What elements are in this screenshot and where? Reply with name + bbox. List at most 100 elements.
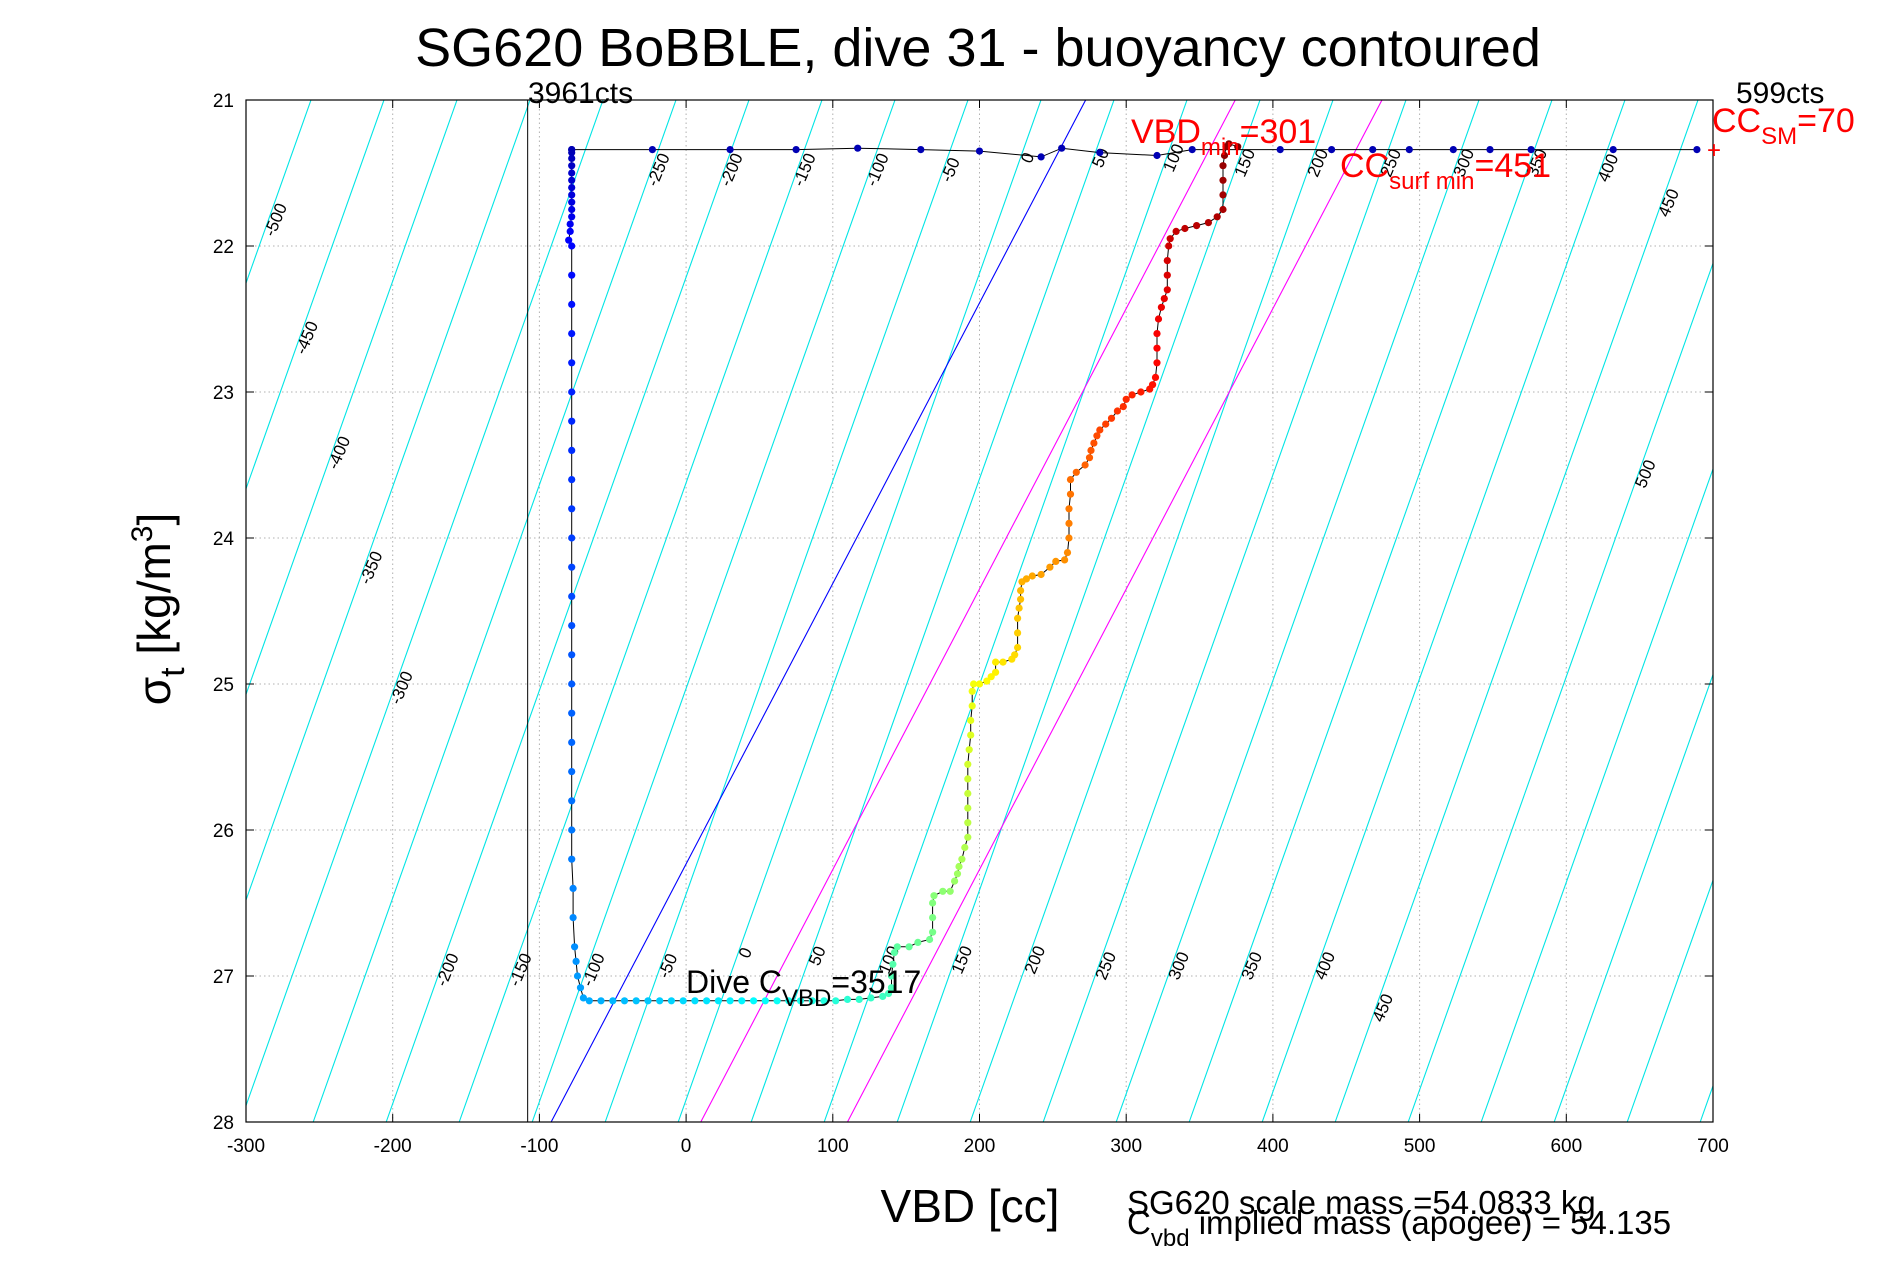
scale-mass-footer: SG620 scale mass =54.0833 kg: [1127, 1184, 1596, 1221]
dive-data-point: [1061, 556, 1069, 564]
y-tick-label: 25: [213, 675, 234, 696]
dive-data-point: [568, 359, 576, 367]
surface-data-point: [975, 147, 984, 155]
dive-data-point: [568, 738, 576, 747]
x-tick-label: 0: [681, 1136, 692, 1157]
dive-data-point: [691, 997, 699, 1005]
surface-data-point: [1096, 149, 1104, 157]
buoyancy-contour-line: [246, 100, 604, 1108]
surface-data-point: [648, 146, 657, 154]
dive-data-point: [1153, 330, 1161, 338]
dive-data-point: [656, 997, 664, 1005]
dive-data-point: [568, 768, 576, 776]
dive-data-point: [1096, 426, 1104, 434]
dive-data-point: [568, 176, 576, 184]
dive-data-point: [967, 731, 975, 739]
buoyancy-contour-line: [969, 100, 1334, 1122]
dive-data-point: [832, 997, 840, 1005]
dive-data-point: [1219, 191, 1227, 199]
dive-data-point: [1122, 395, 1130, 403]
dive-data-point: [820, 997, 828, 1005]
dive-data-point: [568, 184, 576, 192]
dive-data-point: [939, 887, 947, 895]
data-points: [565, 140, 1701, 1005]
dive-data-point: [579, 994, 588, 1002]
dive-data-point: [968, 702, 976, 710]
dive-data-point: [987, 673, 995, 681]
buoyancy-contour-line: [1480, 467, 1713, 1122]
dive-data-point: [967, 716, 975, 725]
dive-data-point: [1072, 468, 1080, 476]
buoyancy-contour-line: [0, 100, 238, 1122]
axis-ticks: -300 -200 -100 0 100 200 300 400 500 600 700 21 22 23…: [213, 91, 1729, 1157]
dive-data-point: [893, 943, 901, 951]
dive-data-point: [1157, 303, 1165, 311]
dive-data-point: [571, 943, 579, 951]
buoyancy-contour-line: [823, 100, 1188, 1122]
dive-data-point: [576, 984, 585, 992]
dive-data-point: [890, 949, 899, 957]
dive-data-point: [568, 826, 576, 834]
dive-data-point: [992, 668, 1000, 676]
dive-data-point: [1066, 490, 1075, 498]
dive-data-point: [738, 997, 746, 1005]
y-tick-label: 22: [213, 237, 234, 258]
buoyancy-contour-line: [1261, 100, 1626, 1122]
chart-title: SG620 BoBBLE, dive 31 - buoyancy contour…: [415, 18, 1541, 78]
dive-data-point: [808, 997, 816, 1005]
buoyancy-contour-line: [385, 100, 750, 1122]
dive-data-point: [1066, 476, 1075, 484]
cc-surf-min-annotation: CCsurf min=451: [1340, 147, 1551, 195]
dive-data-point: [1081, 461, 1089, 469]
buoyancy-contour-line: [1188, 100, 1553, 1122]
dive-data-point: [999, 658, 1007, 666]
dive-data-point: [568, 680, 576, 688]
dive-data-point: [1028, 572, 1036, 580]
dive-data-point: [1166, 235, 1174, 243]
dive-data-point: [761, 997, 769, 1005]
dive-data-point: [843, 995, 852, 1004]
dive-data-point: [568, 505, 576, 513]
dive-data-point: [964, 819, 972, 827]
dive-data-point: [667, 997, 676, 1005]
dive-data-point: [929, 899, 937, 907]
dive-data-point: [1085, 454, 1094, 462]
surface-data-point: [568, 146, 576, 154]
dive-data-point: [679, 997, 687, 1005]
dive-data-point: [1128, 391, 1136, 399]
y-tick-label: 23: [213, 383, 234, 404]
dive-data-point: [1181, 224, 1189, 233]
dive-data-point: [929, 914, 937, 922]
dive-data-point: [983, 677, 991, 685]
dive-data-point: [568, 476, 576, 484]
dive-data-point: [1160, 295, 1168, 303]
dive-data-point: [905, 943, 913, 951]
y-axis-label: σt [kg/m3]: [126, 513, 192, 706]
dive-data-point: [1063, 549, 1072, 557]
dive-data-point: [1022, 575, 1030, 583]
buoyancy-contour-line: [1407, 261, 1713, 1122]
dive-data-point: [1153, 344, 1161, 352]
zero-buoyancy-line: [550, 100, 1087, 1122]
dive-data-point: [750, 997, 758, 1005]
surface-data-point: [917, 146, 925, 154]
dive-data-point: [566, 227, 574, 235]
dive-data-point: [1172, 227, 1180, 235]
surface-data-point: [1449, 146, 1457, 154]
dive-data-point: [568, 417, 576, 425]
surface-data-point: [726, 146, 734, 154]
dive-data-point: [914, 938, 922, 947]
dive-data-point: [1065, 519, 1073, 528]
buoyancy-contour-line: [750, 100, 1115, 1122]
magenta-reference-line: [700, 100, 1236, 1122]
dive-data-point: [1163, 271, 1171, 279]
dive-data-point: [1154, 315, 1163, 323]
dive-data-point: [1065, 505, 1073, 513]
dive-data-point: [703, 997, 711, 1005]
dive-data-point: [1107, 414, 1116, 422]
dive-data-point: [968, 687, 976, 695]
buoyancy-contour-line: [0, 100, 92, 1122]
surface-data-point: [1188, 146, 1196, 154]
buoyancy-contour-line: [1115, 100, 1480, 1122]
